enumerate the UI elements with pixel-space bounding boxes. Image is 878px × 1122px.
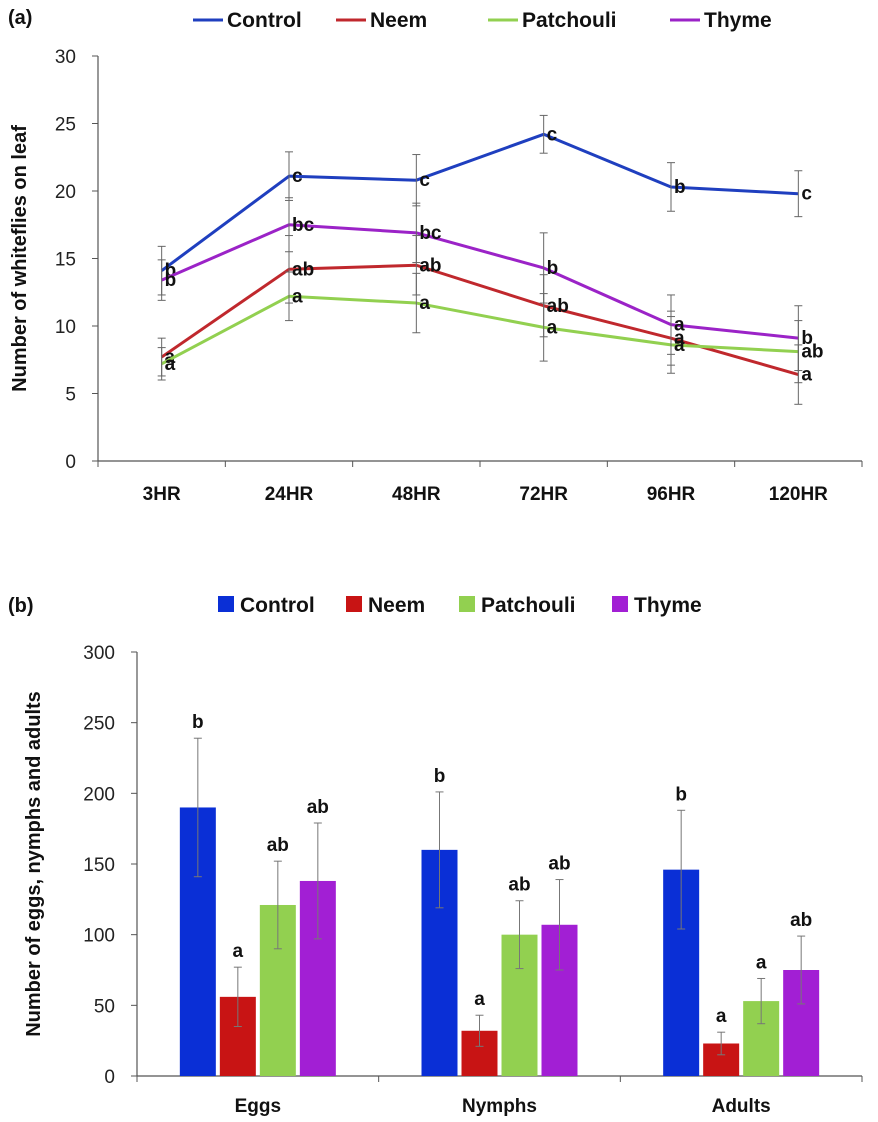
significance-letter: ab xyxy=(790,910,812,931)
x-tick-label: Adults xyxy=(712,1096,771,1117)
significance-letter: a xyxy=(474,989,485,1010)
significance-letter: b xyxy=(434,766,446,787)
x-tick-label: Eggs xyxy=(235,1096,281,1117)
series-line xyxy=(161,223,799,340)
significance-letter: a xyxy=(547,317,558,338)
significance-letter: a xyxy=(165,347,176,368)
y-tick-label: 5 xyxy=(65,385,76,406)
panel-label: (b) xyxy=(8,595,34,617)
significance-letter: bc xyxy=(419,223,442,244)
significance-letter: ab xyxy=(292,259,314,280)
chart-panel-b: (b) Control Neem Patchouli Thyme 0 50 100 150 200… xyxy=(8,594,863,1117)
significance-letter: a xyxy=(233,941,244,962)
legend-label: Neem xyxy=(370,9,427,32)
y-tick-label: 100 xyxy=(83,926,115,947)
legend-label: Thyme xyxy=(634,594,702,617)
series-line xyxy=(160,263,799,377)
legend-label: Neem xyxy=(368,594,425,617)
legend-item-patchouli: Patchouli xyxy=(488,9,617,32)
significance-letter: bc xyxy=(292,215,315,236)
significance-letter: a xyxy=(674,328,685,349)
y-tick-label: 0 xyxy=(65,452,76,473)
y-tick-label: 50 xyxy=(94,996,115,1017)
legend-label: Patchouli xyxy=(522,9,617,32)
significance-letter: a xyxy=(419,293,430,314)
significance-letter: b xyxy=(547,258,559,279)
significance-letter: a xyxy=(165,354,176,375)
legend-item-neem: Neem xyxy=(346,594,425,617)
significance-letter: ab xyxy=(267,835,289,856)
legend-swatch xyxy=(612,596,628,612)
significance-letter: a xyxy=(674,335,685,356)
significance-letter: b xyxy=(165,261,177,282)
y-tick-label: 15 xyxy=(55,250,76,271)
legend-item-control: Control xyxy=(218,594,315,617)
significance-letter: ab xyxy=(548,854,570,875)
legend-item-control: Control xyxy=(193,9,302,32)
y-tick-label: 200 xyxy=(83,784,115,805)
x-tick-label: 96HR xyxy=(647,484,696,505)
significance-letter: a xyxy=(292,286,303,307)
legend-label: Control xyxy=(227,9,302,32)
legend-item-neem: Neem xyxy=(336,9,427,32)
significance-letter: a xyxy=(716,1006,727,1027)
significance-letter: c xyxy=(292,166,303,187)
legend-swatch xyxy=(346,596,362,612)
legend-label: Patchouli xyxy=(481,594,576,617)
x-tick-label: 48HR xyxy=(392,484,441,505)
x-tick-label: 72HR xyxy=(519,484,568,505)
series-patchouli: aa aaa ab xyxy=(157,271,824,384)
legend-label: Control xyxy=(240,594,315,617)
series-control: b b b xyxy=(179,712,700,1076)
series-line xyxy=(160,294,799,366)
legend-swatch xyxy=(459,596,475,612)
y-tick-label: 30 xyxy=(55,47,76,68)
x-tick-label: 120HR xyxy=(769,484,828,505)
significance-letter: b xyxy=(674,177,686,198)
significance-letter: ab xyxy=(801,342,823,363)
significance-letter: c xyxy=(801,184,812,205)
x-tick-label: 24HR xyxy=(265,484,314,505)
legend-label: Thyme xyxy=(704,9,772,32)
significance-letter: c xyxy=(547,124,558,145)
series-line xyxy=(160,132,799,272)
significance-letter: b xyxy=(801,328,813,349)
significance-letter: b xyxy=(675,784,687,805)
legend-swatch xyxy=(218,596,234,612)
significance-letter: b xyxy=(192,712,204,733)
x-tick-label: Nymphs xyxy=(462,1096,537,1117)
legend-item-thyme: Thyme xyxy=(670,9,772,32)
chart-panel-a: (a) Control Neem Patchouli Thyme 0 5 10 15 20 25 30… xyxy=(8,7,863,505)
panel-label: (a) xyxy=(8,7,32,29)
significance-letter: ab xyxy=(419,255,441,276)
x-tick-label: 3HR xyxy=(143,484,181,505)
significance-letter: ab xyxy=(508,875,530,896)
legend-item-thyme: Thyme xyxy=(612,594,702,617)
significance-letter: a xyxy=(756,952,767,973)
significance-letter: ab xyxy=(307,797,329,818)
significance-letter: ab xyxy=(547,296,569,317)
y-tick-label: 25 xyxy=(55,115,76,136)
y-axis-title: Number of eggs, nymphs and adults xyxy=(23,691,45,1037)
significance-letter: a xyxy=(801,365,812,386)
y-tick-label: 10 xyxy=(55,317,76,338)
legend-item-patchouli: Patchouli xyxy=(459,594,576,617)
y-axis-title: Number of whiteflies on leaf xyxy=(9,125,31,392)
series-neem: a a a xyxy=(219,941,740,1076)
series-control: bc ccb c xyxy=(157,114,812,296)
y-tick-label: 250 xyxy=(83,714,115,735)
y-tick-label: 0 xyxy=(104,1067,115,1088)
significance-letter: a xyxy=(674,315,685,336)
y-tick-label: 300 xyxy=(83,643,115,664)
y-tick-label: 20 xyxy=(55,182,76,203)
significance-letter: c xyxy=(419,170,430,191)
y-tick-label: 150 xyxy=(83,855,115,876)
significance-letter: b xyxy=(165,270,177,291)
